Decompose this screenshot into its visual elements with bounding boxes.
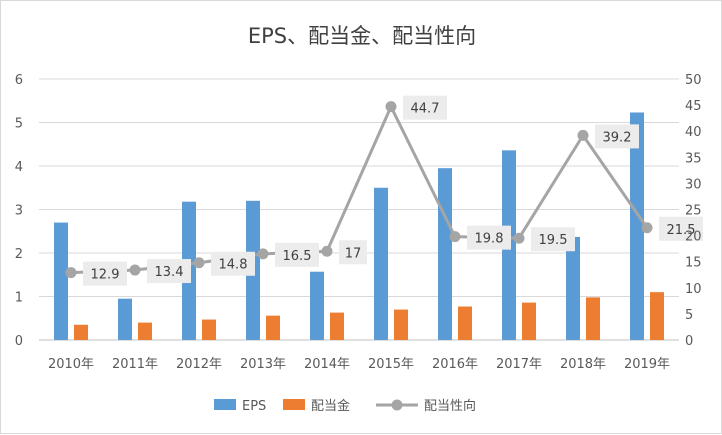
- payout-ratio-marker: [385, 101, 397, 113]
- payout-ratio-data-label: 17: [339, 240, 367, 265]
- bar-dividend: [74, 324, 88, 340]
- data-label-text: 21.5: [667, 223, 696, 238]
- legend-label: 配当金: [311, 398, 350, 414]
- bar-eps: [566, 236, 580, 340]
- payout-ratio-data-label: 44.7: [403, 95, 447, 120]
- y-right-tick-label: 0: [685, 334, 693, 349]
- data-label-background: [339, 240, 367, 265]
- payout-ratio-marker: [65, 267, 77, 279]
- bar-eps: [374, 187, 388, 340]
- bar-eps: [118, 298, 132, 340]
- data-label-background: [467, 225, 511, 250]
- x-tick-label: 2010年: [48, 357, 94, 372]
- x-tick-label: 2018年: [560, 357, 606, 372]
- y-right-tick-label: 10: [685, 282, 702, 297]
- x-tick-label: 2014年: [304, 357, 350, 372]
- bar-eps: [54, 222, 68, 340]
- payout-ratio-marker: [449, 231, 461, 243]
- y-left-tick-label: 3: [15, 204, 23, 219]
- data-label-text: 17: [345, 246, 362, 261]
- bar-eps: [438, 168, 452, 340]
- chart-title: EPS、配当金、配当性向: [248, 24, 476, 48]
- y-left-tick-label: 6: [15, 73, 23, 88]
- payout-ratio-data-label: 19.8: [467, 225, 511, 250]
- y-right-tick-label: 25: [685, 204, 702, 219]
- x-tick-label: 2013年: [240, 357, 286, 372]
- payout-ratio-marker: [321, 245, 333, 257]
- payout-ratio-data-label: 19.5: [531, 227, 575, 252]
- data-label-background: [659, 216, 703, 241]
- x-tick-label: 2016年: [432, 357, 478, 372]
- data-label-background: [147, 259, 191, 284]
- payout-ratio-marker: [577, 129, 589, 141]
- bar-dividend: [266, 315, 280, 340]
- x-tick-label: 2015年: [368, 357, 414, 372]
- legend: EPS 配当金 配当性向: [214, 398, 476, 414]
- payout-ratio-marker: [129, 264, 141, 276]
- data-label-text: 39.2: [603, 130, 632, 145]
- payout-ratio-data-label: 12.9: [83, 261, 127, 286]
- data-label-text: 14.8: [219, 258, 248, 273]
- bar-eps: [310, 271, 324, 340]
- data-label-background: [211, 251, 255, 276]
- y-right-tick-label: 50: [685, 73, 702, 88]
- data-label-text: 19.8: [475, 232, 504, 247]
- data-label-text: 12.9: [91, 268, 120, 283]
- bar-dividend: [394, 309, 408, 340]
- payout-ratio-marker: [257, 248, 269, 260]
- payout-ratio-marker: [513, 232, 525, 244]
- y-left-tick-label: 0: [15, 334, 23, 349]
- y-right-tick-label: 15: [685, 256, 702, 271]
- data-label-text: 44.7: [411, 102, 440, 117]
- legend-marker-payout-ratio: [391, 399, 403, 411]
- data-label-background: [403, 95, 447, 120]
- x-tick-label: 2017年: [496, 357, 542, 372]
- bar-dividend: [202, 319, 216, 340]
- bar-dividend: [458, 306, 472, 340]
- bar-dividend: [650, 292, 664, 340]
- data-label-background: [595, 124, 639, 149]
- legend-swatch-dividend: [283, 399, 305, 410]
- line-layer: 12.9 13.4 14.8 16.5 17 44.7 19.8 19.5 39.2 21.5: [65, 95, 703, 286]
- data-label-background: [83, 261, 127, 286]
- payout-ratio-data-label: 39.2: [595, 124, 639, 149]
- payout-ratio-data-label: 13.4: [147, 259, 191, 284]
- y-left-tick-label: 5: [15, 117, 23, 132]
- y-right-tick-label: 45: [685, 99, 702, 114]
- x-tick-label: 2019年: [624, 357, 670, 372]
- y-right-tick-label: 5: [685, 308, 693, 323]
- legend-label: 配当性向: [424, 398, 476, 414]
- payout-ratio-marker: [193, 257, 205, 269]
- payout-ratio-data-label: 14.8: [211, 251, 255, 276]
- bar-dividend: [586, 297, 600, 340]
- data-label-text: 16.5: [283, 249, 312, 264]
- bar-dividend: [138, 322, 152, 340]
- data-label-background: [275, 242, 319, 267]
- payout-ratio-marker: [641, 222, 653, 234]
- y-right-tick-label: 35: [685, 151, 702, 166]
- payout-ratio-data-label: 16.5: [275, 242, 319, 267]
- bar-dividend: [522, 302, 536, 340]
- y-left-tick-label: 1: [15, 291, 23, 306]
- y-right-tick-label: 40: [685, 125, 702, 140]
- bar-layer: [54, 112, 664, 341]
- gridlines: [39, 78, 679, 341]
- data-label-background: [531, 227, 575, 252]
- data-label-text: 13.4: [155, 265, 184, 280]
- bar-eps: [630, 112, 644, 341]
- x-tick-label: 2012年: [176, 357, 222, 372]
- y-left-tick-label: 2: [15, 247, 23, 262]
- bar-dividend: [330, 312, 344, 340]
- y-right-tick-label: 20: [685, 230, 702, 245]
- legend-swatch-eps: [214, 399, 236, 410]
- x-tick-label: 2011年: [112, 357, 158, 372]
- y-right-tick-label: 30: [685, 177, 702, 192]
- payout-ratio-data-label: 21.5: [659, 216, 703, 241]
- data-label-text: 19.5: [539, 233, 568, 248]
- y-left-tick-label: 4: [15, 160, 23, 175]
- legend-label: EPS: [242, 399, 266, 414]
